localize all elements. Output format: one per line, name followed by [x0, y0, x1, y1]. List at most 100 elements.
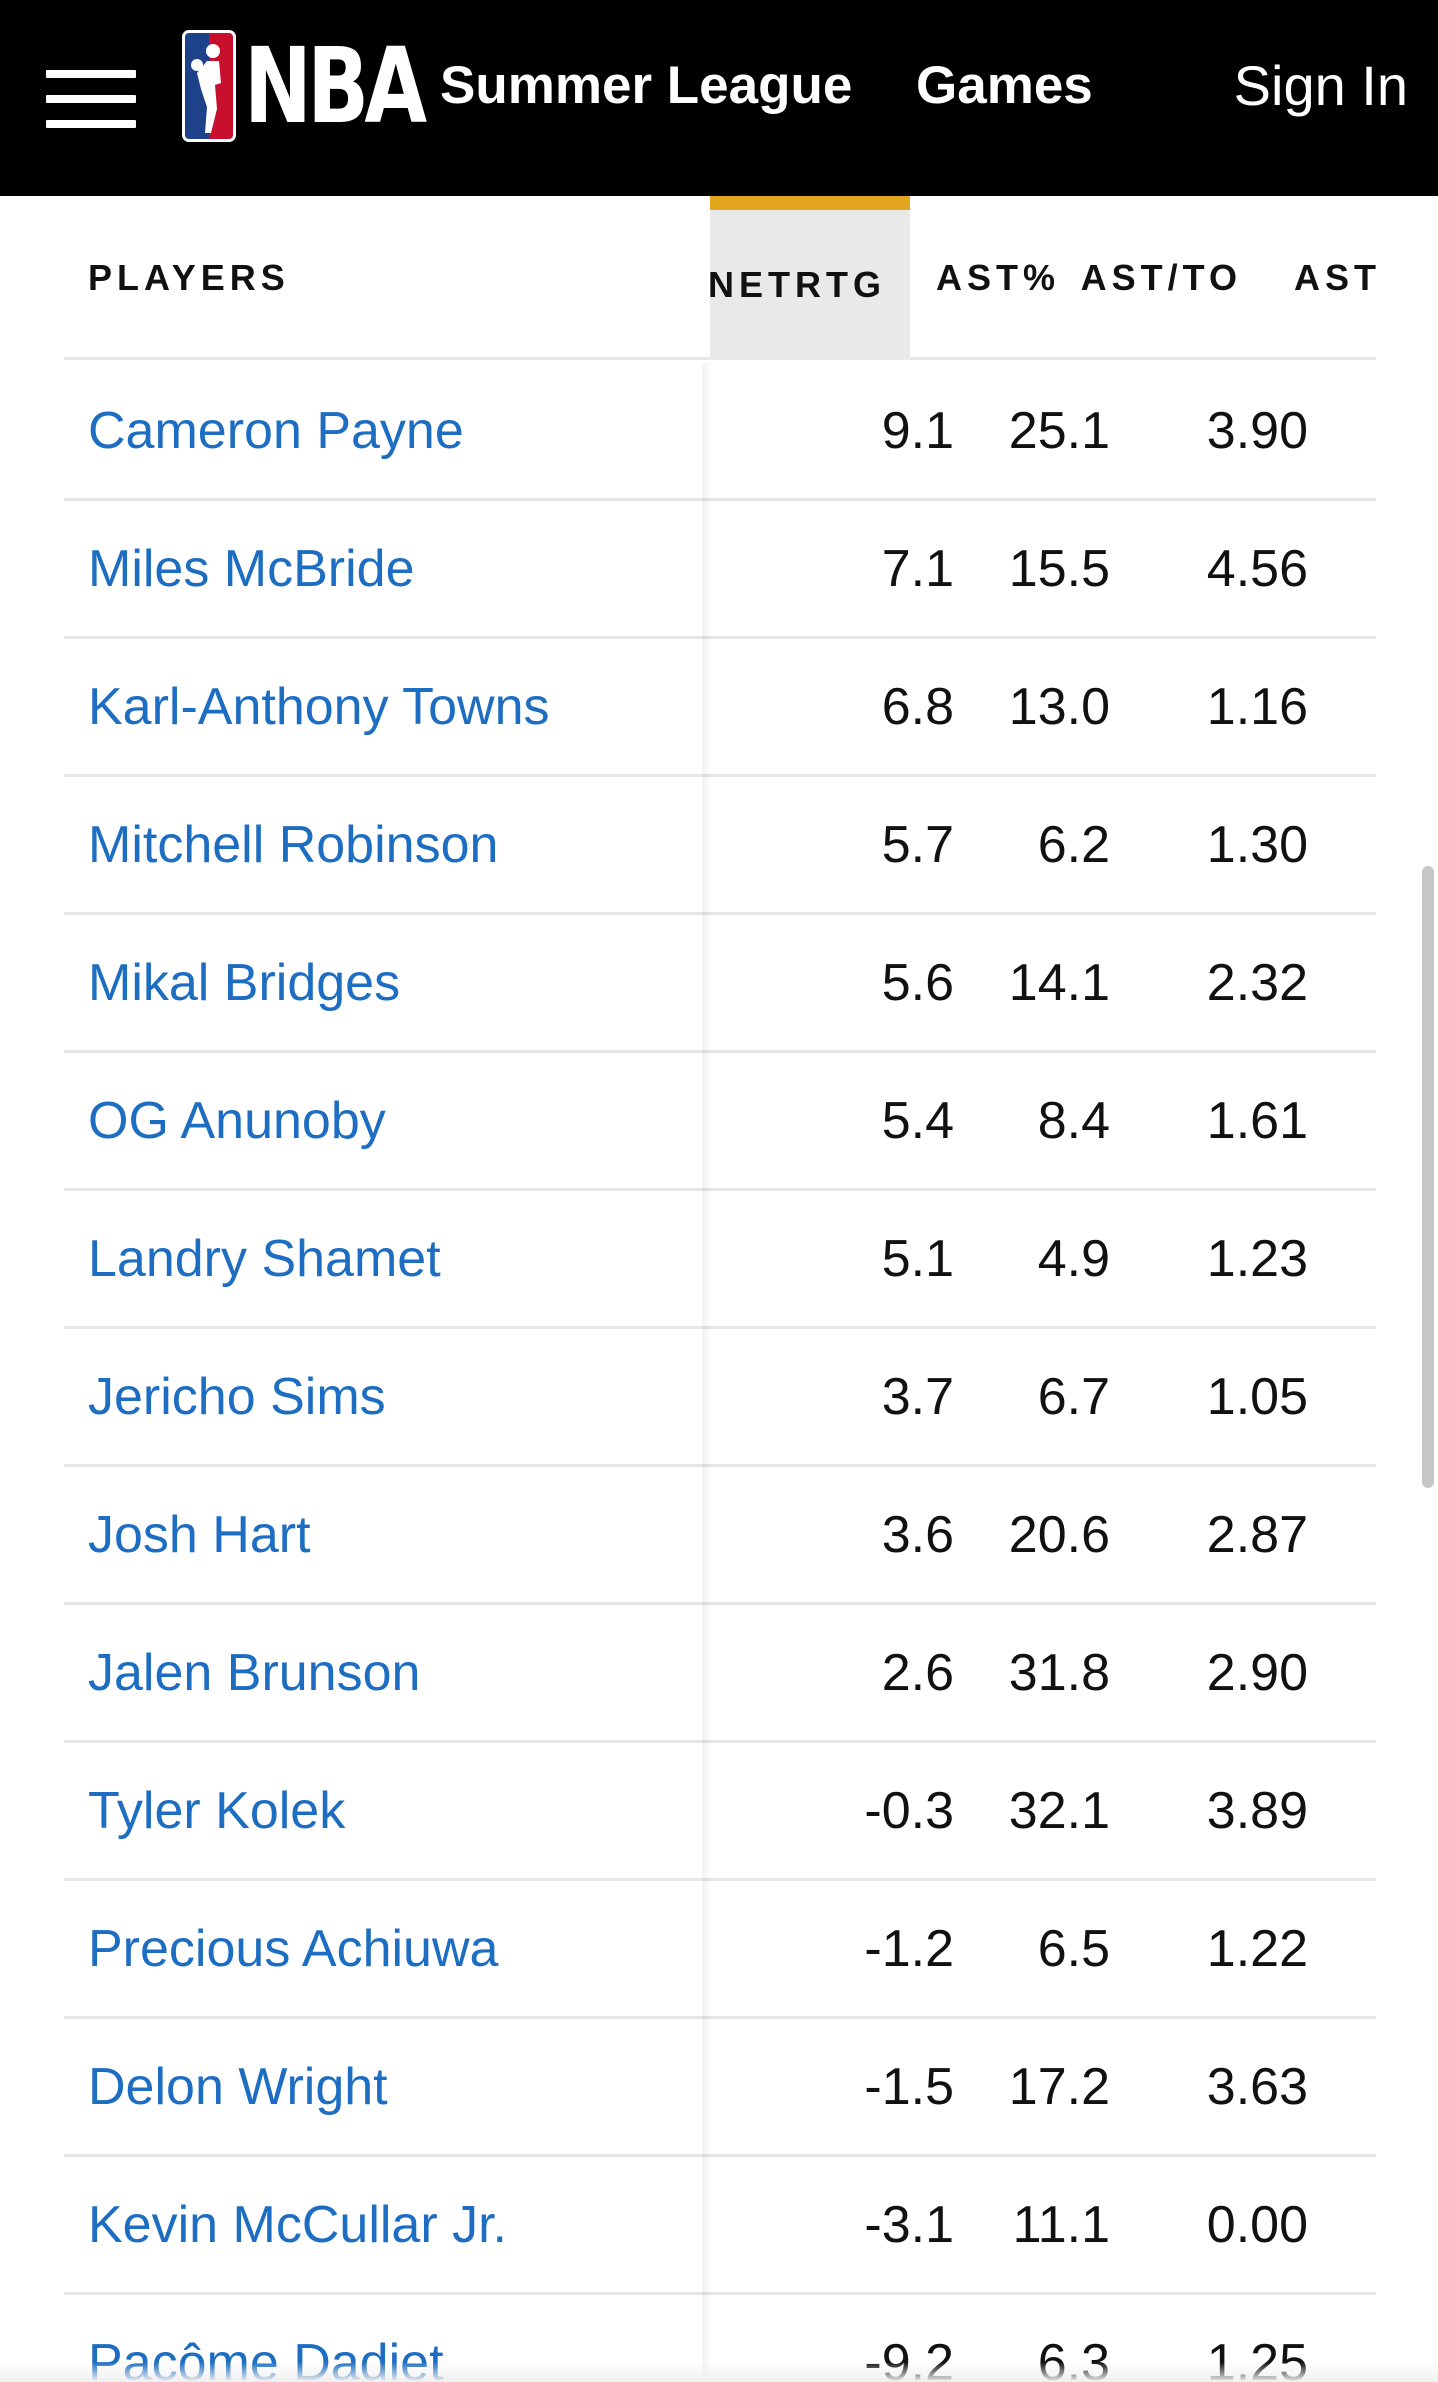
column-divider — [702, 1743, 712, 1881]
column-divider — [702, 1881, 712, 2019]
ast-pct-value: 14.1 — [1008, 954, 1110, 1012]
netrtg-value: 2.6 — [881, 1644, 954, 1702]
ast-to-value: 1.05 — [1206, 1368, 1308, 1426]
column-divider — [702, 915, 712, 1053]
column-header-ast[interactable]: AST — [1294, 257, 1381, 298]
stats-table: PLAYERS NETRTG AST% AST/TO AST Cameron P… — [0, 196, 1438, 2382]
column-divider — [702, 501, 712, 639]
nav-link-games[interactable]: Games — [916, 56, 1093, 115]
ast-pct-value: 25.1 — [1008, 402, 1110, 460]
sign-in-link[interactable]: Sign In — [1233, 54, 1408, 117]
column-header-players[interactable]: PLAYERS — [88, 257, 290, 298]
netrtg-value: 5.4 — [881, 1092, 954, 1150]
netrtg-value: 3.6 — [881, 1506, 954, 1564]
netrtg-value: 5.7 — [881, 816, 954, 874]
ast-pct-value: 31.8 — [1008, 1644, 1110, 1702]
ast-pct-value: 32.1 — [1008, 1782, 1110, 1840]
table-row: OG Anunoby 5.4 8.4 1.61 — [64, 1053, 1376, 1191]
column-divider — [702, 2295, 712, 2382]
netrtg-value: 5.6 — [881, 954, 954, 1012]
ast-pct-value: 4.9 — [1037, 1230, 1110, 1288]
table-row: Mikal Bridges 5.6 14.1 2.32 — [64, 915, 1376, 1053]
column-divider — [702, 1191, 712, 1329]
netrtg-value: -1.5 — [864, 2058, 954, 2116]
player-name-link[interactable]: Karl-Anthony Towns — [88, 678, 550, 736]
ast-pct-value: 8.4 — [1037, 1092, 1110, 1150]
ast-to-value: 0.00 — [1206, 2196, 1308, 2254]
table-row: Precious Achiuwa -1.2 6.5 1.22 — [64, 1881, 1376, 2019]
ast-to-value: 2.87 — [1206, 1506, 1308, 1564]
player-name-link[interactable]: OG Anunoby — [88, 1092, 386, 1150]
column-divider — [702, 1053, 712, 1191]
column-header-ast-to[interactable]: AST/TO — [1080, 257, 1242, 298]
nav-link-summer-league[interactable]: Summer League — [440, 56, 853, 115]
table-row: Miles McBride 7.1 15.5 4.56 — [64, 501, 1376, 639]
netrtg-value: -3.1 — [864, 2196, 954, 2254]
ast-to-value: 3.89 — [1206, 1782, 1308, 1840]
ast-pct-value: 11.1 — [1012, 2196, 1110, 2254]
player-name-link[interactable]: Mikal Bridges — [88, 954, 401, 1012]
ast-pct-value: 6.2 — [1037, 816, 1110, 874]
netrtg-value: -1.2 — [864, 1920, 954, 1978]
netrtg-value: 5.1 — [881, 1230, 954, 1288]
table-row: Delon Wright -1.5 17.2 3.63 — [64, 2019, 1376, 2157]
table-row: Kevin McCullar Jr. -3.1 11.1 0.00 — [64, 2157, 1376, 2295]
table-header-row: PLAYERS NETRTG AST% AST/TO AST — [64, 196, 1376, 360]
player-name-link[interactable]: Jericho Sims — [88, 1368, 386, 1426]
netrtg-value: 6.8 — [881, 678, 954, 736]
column-divider — [702, 1467, 712, 1605]
player-name-link[interactable]: Mitchell Robinson — [88, 816, 499, 874]
column-divider — [702, 363, 712, 501]
netrtg-value: 3.7 — [881, 1368, 954, 1426]
table-row: Karl-Anthony Towns 6.8 13.0 1.16 — [64, 639, 1376, 777]
player-name-link[interactable]: Kevin McCullar Jr. — [88, 2196, 507, 2254]
ast-to-value: 1.61 — [1206, 1092, 1308, 1150]
ast-to-value: 1.30 — [1206, 816, 1308, 874]
column-divider — [702, 2019, 712, 2157]
table-row: Jericho Sims 3.7 6.7 1.05 — [64, 1329, 1376, 1467]
column-divider — [702, 1329, 712, 1467]
player-name-link[interactable]: Jalen Brunson — [88, 1644, 421, 1702]
ast-pct-value: 15.5 — [1008, 540, 1110, 598]
top-navbar: NBA Summer League Games Sign In — [0, 0, 1438, 196]
page-scrollbar[interactable] — [1422, 866, 1434, 1488]
hamburger-menu-icon[interactable] — [46, 70, 136, 128]
nba-logo[interactable]: NBA — [182, 30, 473, 142]
ast-pct-value: 6.5 — [1037, 1920, 1110, 1978]
player-name-link[interactable]: Tyler Kolek — [88, 1782, 346, 1840]
table-row: Landry Shamet 5.1 4.9 1.23 — [64, 1191, 1376, 1329]
column-header-netrtg[interactable]: NETRTG — [708, 196, 910, 360]
table-row: Jalen Brunson 2.6 31.8 2.90 — [64, 1605, 1376, 1743]
ast-pct-value: 6.7 — [1037, 1368, 1110, 1426]
player-name-link[interactable]: Precious Achiuwa — [88, 1920, 499, 1978]
player-name-link[interactable]: Josh Hart — [88, 1506, 311, 1564]
ast-to-value: 1.16 — [1206, 678, 1308, 736]
ast-to-value: 3.63 — [1206, 2058, 1308, 2116]
ast-to-value: 1.22 — [1206, 1920, 1308, 1978]
nba-logo-text: NBA — [244, 25, 427, 147]
player-name-link[interactable]: Cameron Payne — [88, 402, 464, 460]
netrtg-value: 7.1 — [881, 540, 954, 598]
netrtg-value: -0.3 — [864, 1782, 954, 1840]
bottom-fade — [0, 2362, 1438, 2382]
player-name-link[interactable]: Landry Shamet — [88, 1230, 441, 1288]
player-name-link[interactable]: Miles McBride — [88, 540, 415, 598]
player-name-link[interactable]: Delon Wright — [88, 2058, 388, 2116]
ast-to-value: 3.90 — [1206, 402, 1308, 460]
ast-to-value: 2.32 — [1206, 954, 1308, 1012]
column-divider — [702, 1605, 712, 1743]
table-row: Mitchell Robinson 5.7 6.2 1.30 — [64, 777, 1376, 915]
ast-pct-value: 13.0 — [1008, 678, 1110, 736]
ast-pct-value: 17.2 — [1008, 2058, 1110, 2116]
column-divider — [702, 777, 712, 915]
nba-logo-icon — [182, 30, 236, 142]
table-row: Cameron Payne 9.1 25.1 3.90 — [64, 363, 1376, 501]
column-divider — [702, 2157, 712, 2295]
ast-to-value: 4.56 — [1206, 540, 1308, 598]
column-divider — [702, 639, 712, 777]
column-header-ast-pct[interactable]: AST% — [935, 257, 1060, 298]
table-row: Josh Hart 3.6 20.6 2.87 — [64, 1467, 1376, 1605]
ast-to-value: 1.23 — [1206, 1230, 1308, 1288]
netrtg-value: 9.1 — [881, 402, 954, 460]
table-row: Tyler Kolek -0.3 32.1 3.89 — [64, 1743, 1376, 1881]
